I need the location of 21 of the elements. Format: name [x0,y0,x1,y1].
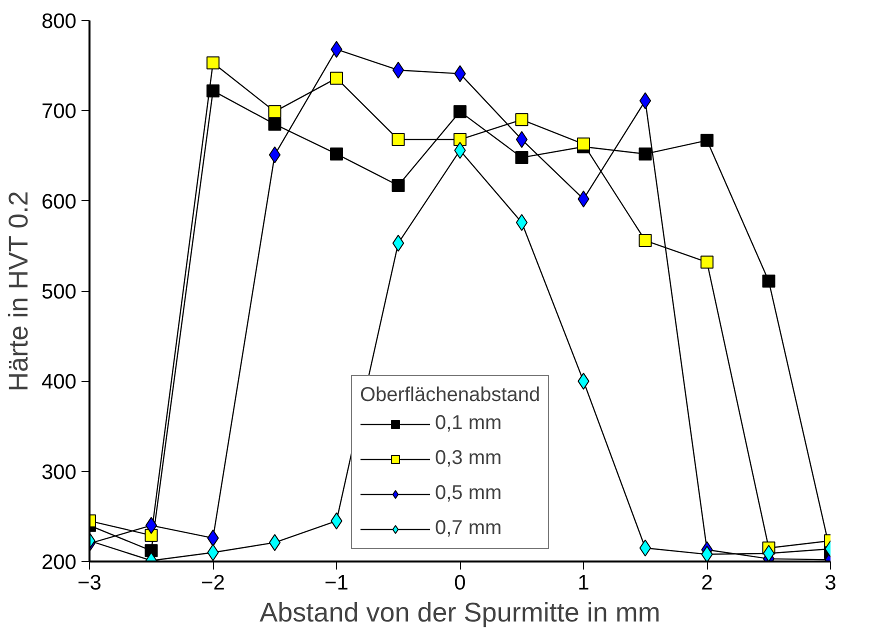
y-tick-label: 800 [41,10,77,33]
y-tick-label: 300 [41,460,77,484]
x-axis-title: Abstand von der Spurmitte in mm [260,598,660,628]
y-tick-label: 700 [41,100,77,124]
y-axis-title: Härte in HVT 0.2 [3,190,34,392]
y-tick-label: 500 [41,280,77,304]
legend-title: Oberflächenabstand [360,384,540,407]
legend-label: 0,7 mm [435,517,502,540]
legend-label: 0,1 mm [435,412,502,435]
x-tick-label: 3 [824,572,836,594]
x-tick-label: −2 [201,572,225,594]
y-tick-label: 600 [41,190,77,214]
x-tick-label: 2 [701,572,713,594]
y-tick-label: 200 [41,551,77,574]
x-tick-label: 0 [454,572,466,594]
legend-label: 0,5 mm [435,482,502,505]
legend-label: 0,3 mm [435,447,502,470]
x-tick-label: −1 [324,572,348,594]
y-tick-label: 400 [41,370,77,394]
x-tick-label: 1 [578,572,590,594]
x-tick-label: −3 [78,572,102,594]
